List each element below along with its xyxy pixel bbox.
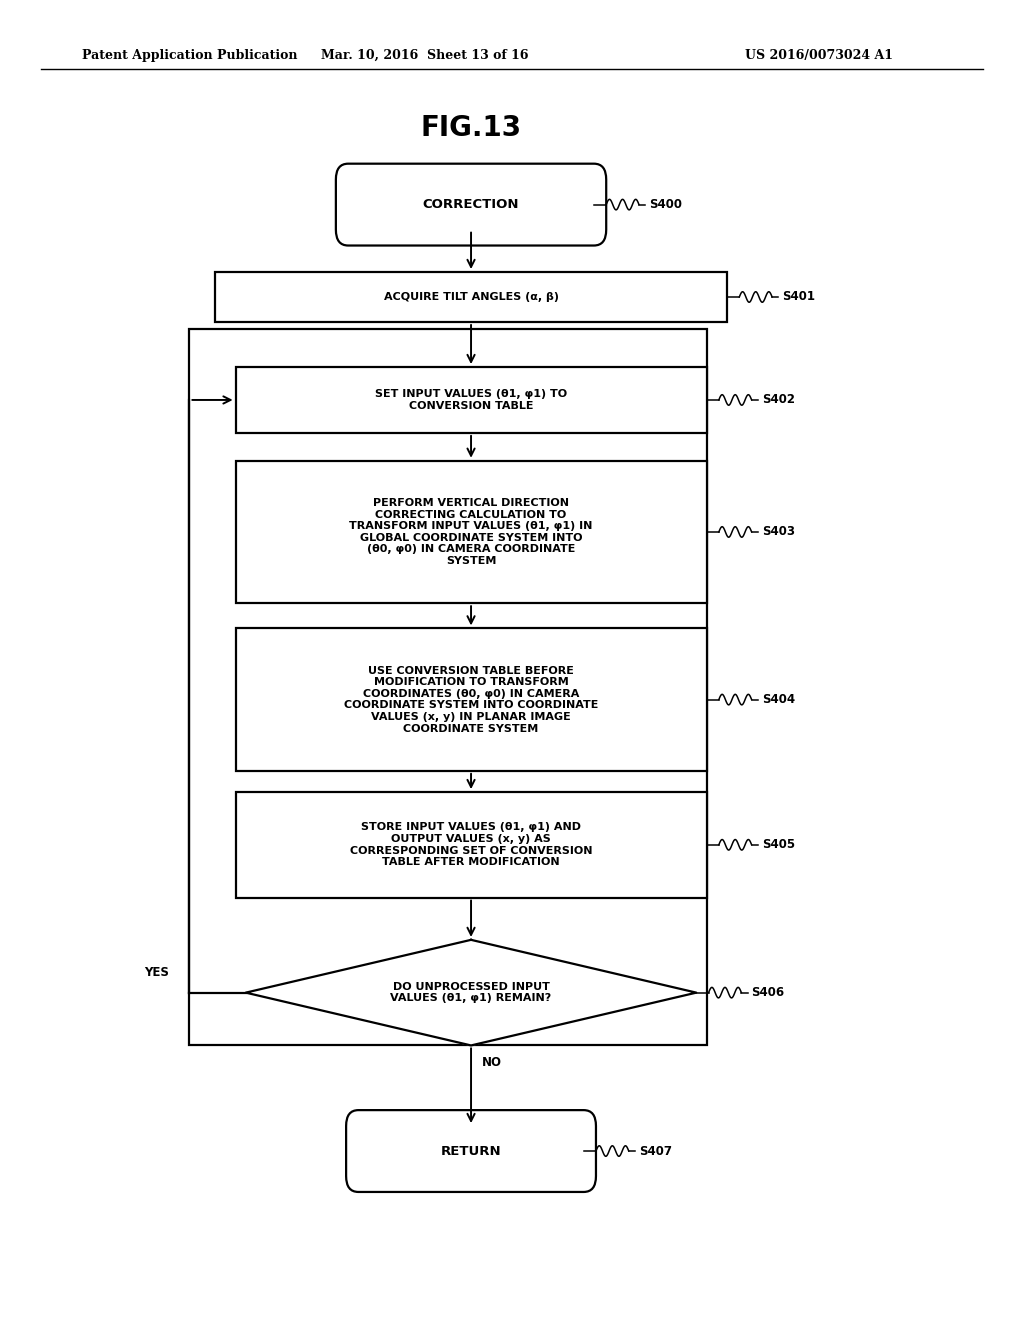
- Text: S403: S403: [762, 525, 795, 539]
- Text: S402: S402: [762, 393, 795, 407]
- Text: Mar. 10, 2016  Sheet 13 of 16: Mar. 10, 2016 Sheet 13 of 16: [322, 49, 528, 62]
- Text: S407: S407: [639, 1144, 672, 1158]
- Polygon shape: [246, 940, 696, 1045]
- FancyBboxPatch shape: [346, 1110, 596, 1192]
- Bar: [236, 367, 707, 433]
- Text: S400: S400: [649, 198, 682, 211]
- Bar: [236, 628, 707, 771]
- Bar: [189, 329, 707, 1045]
- Text: SET INPUT VALUES (θ1, φ1) TO
CONVERSION TABLE: SET INPUT VALUES (θ1, φ1) TO CONVERSION …: [375, 389, 567, 411]
- Bar: [236, 792, 707, 898]
- Text: S405: S405: [762, 838, 795, 851]
- Text: DO UNPROCESSED INPUT
VALUES (θ1, φ1) REMAIN?: DO UNPROCESSED INPUT VALUES (θ1, φ1) REM…: [390, 982, 552, 1003]
- FancyBboxPatch shape: [336, 164, 606, 246]
- Text: NO: NO: [481, 1056, 502, 1069]
- Text: CORRECTION: CORRECTION: [423, 198, 519, 211]
- Text: S404: S404: [762, 693, 795, 706]
- Text: US 2016/0073024 A1: US 2016/0073024 A1: [745, 49, 893, 62]
- Text: YES: YES: [144, 966, 169, 979]
- Text: RETURN: RETURN: [440, 1144, 502, 1158]
- Text: USE CONVERSION TABLE BEFORE
MODIFICATION TO TRANSFORM
COORDINATES (θ0, φ0) IN CA: USE CONVERSION TABLE BEFORE MODIFICATION…: [344, 665, 598, 734]
- Bar: [236, 461, 707, 603]
- Text: FIG.13: FIG.13: [421, 114, 521, 143]
- Text: S406: S406: [752, 986, 784, 999]
- Text: STORE INPUT VALUES (θ1, φ1) AND
OUTPUT VALUES (x, y) AS
CORRESPONDING SET OF CON: STORE INPUT VALUES (θ1, φ1) AND OUTPUT V…: [350, 822, 592, 867]
- Text: S401: S401: [782, 290, 815, 304]
- Text: PERFORM VERTICAL DIRECTION
CORRECTING CALCULATION TO
TRANSFORM INPUT VALUES (θ1,: PERFORM VERTICAL DIRECTION CORRECTING CA…: [349, 498, 593, 566]
- Text: Patent Application Publication: Patent Application Publication: [82, 49, 297, 62]
- Bar: [215, 272, 727, 322]
- Text: ACQUIRE TILT ANGLES (α, β): ACQUIRE TILT ANGLES (α, β): [384, 292, 558, 302]
